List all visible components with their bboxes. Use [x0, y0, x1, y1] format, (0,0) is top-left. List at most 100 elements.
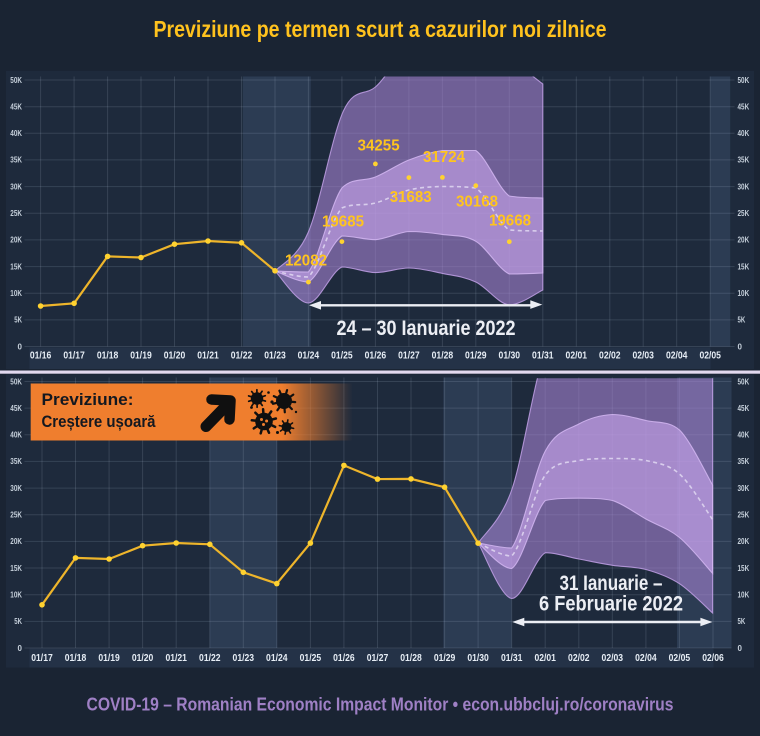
svg-text:45K: 45K	[738, 404, 750, 413]
svg-text:01/30: 01/30	[499, 351, 521, 362]
svg-text:25K: 25K	[738, 511, 750, 520]
svg-text:01/18: 01/18	[97, 351, 119, 362]
svg-text:25K: 25K	[10, 511, 22, 520]
svg-text:01/19: 01/19	[98, 653, 120, 664]
svg-text:01/28: 01/28	[432, 351, 454, 362]
svg-text:02/06: 02/06	[702, 653, 724, 664]
svg-text:01/29: 01/29	[465, 351, 487, 362]
svg-text:01/31: 01/31	[501, 653, 523, 664]
svg-text:10K: 10K	[10, 591, 22, 600]
svg-text:02/04: 02/04	[666, 351, 688, 362]
svg-text:01/31: 01/31	[532, 351, 554, 362]
svg-text:6 Februarie 2022: 6 Februarie 2022	[539, 593, 683, 616]
svg-text:25K: 25K	[738, 209, 750, 218]
svg-text:19668: 19668	[489, 213, 531, 230]
svg-text:02/05: 02/05	[669, 653, 691, 664]
svg-text:01/26: 01/26	[333, 653, 355, 664]
svg-text:5K: 5K	[738, 617, 746, 626]
svg-text:35K: 35K	[738, 457, 750, 466]
svg-text:31 Ianuarie –: 31 Ianuarie –	[560, 572, 663, 595]
svg-text:15K: 15K	[738, 262, 750, 271]
svg-text:30K: 30K	[10, 182, 22, 191]
svg-text:5K: 5K	[738, 316, 746, 325]
svg-text:01/28: 01/28	[400, 653, 422, 664]
svg-text:24 – 30 Ianuarie 2022: 24 – 30 Ianuarie 2022	[337, 317, 516, 340]
svg-text:01/17: 01/17	[63, 351, 85, 362]
svg-text:35K: 35K	[738, 156, 750, 165]
svg-text:35K: 35K	[10, 156, 22, 165]
svg-text:Creștere ușoară: Creștere ușoară	[42, 413, 157, 431]
svg-text:02/05: 02/05	[699, 351, 721, 362]
svg-text:20K: 20K	[10, 236, 22, 245]
svg-text:01/22: 01/22	[199, 653, 221, 664]
svg-text:0: 0	[18, 644, 23, 653]
svg-text:01/20: 01/20	[132, 653, 154, 664]
svg-text:0: 0	[18, 342, 23, 351]
svg-text:50K: 50K	[738, 76, 750, 85]
svg-text:20K: 20K	[738, 236, 750, 245]
svg-text:19685: 19685	[322, 214, 364, 231]
svg-text:40K: 40K	[738, 431, 750, 440]
svg-text:12082: 12082	[285, 253, 327, 270]
svg-text:40K: 40K	[738, 129, 750, 138]
svg-text:02/03: 02/03	[602, 653, 624, 664]
svg-text:45K: 45K	[10, 404, 22, 413]
svg-text:01/22: 01/22	[231, 351, 253, 362]
svg-text:02/01: 02/01	[534, 653, 556, 664]
svg-text:31683: 31683	[390, 189, 432, 206]
svg-text:15K: 15K	[738, 564, 750, 573]
svg-text:01/23: 01/23	[233, 653, 255, 664]
svg-text:02/02: 02/02	[568, 653, 590, 664]
svg-text:5K: 5K	[14, 316, 22, 325]
svg-text:01/24: 01/24	[266, 653, 288, 664]
svg-text:01/18: 01/18	[65, 653, 87, 664]
svg-text:25K: 25K	[10, 209, 22, 218]
svg-text:50K: 50K	[10, 377, 22, 386]
svg-text:10K: 10K	[10, 289, 22, 298]
svg-text:20K: 20K	[738, 537, 750, 546]
svg-text:50K: 50K	[738, 377, 750, 386]
svg-text:31724: 31724	[423, 149, 465, 166]
svg-text:50K: 50K	[10, 76, 22, 85]
svg-text:01/16: 01/16	[30, 351, 52, 362]
svg-text:34255: 34255	[358, 138, 400, 155]
svg-text:01/30: 01/30	[467, 653, 489, 664]
svg-text:40K: 40K	[10, 431, 22, 440]
svg-text:45K: 45K	[10, 103, 22, 112]
svg-text:35K: 35K	[10, 457, 22, 466]
svg-text:20K: 20K	[10, 537, 22, 546]
svg-text:01/25: 01/25	[331, 351, 353, 362]
svg-text:01/21: 01/21	[197, 351, 219, 362]
svg-text:15K: 15K	[10, 564, 22, 573]
svg-text:01/23: 01/23	[264, 351, 286, 362]
svg-text:45K: 45K	[738, 103, 750, 112]
svg-text:COVID-19 – Romanian Economic I: COVID-19 – Romanian Economic Impact Moni…	[87, 695, 674, 715]
svg-text:01/17: 01/17	[31, 653, 53, 664]
svg-text:01/26: 01/26	[365, 351, 387, 362]
svg-text:30K: 30K	[738, 484, 750, 493]
svg-text:30K: 30K	[10, 484, 22, 493]
svg-text:01/29: 01/29	[434, 653, 456, 664]
svg-text:10K: 10K	[738, 591, 750, 600]
svg-text:01/25: 01/25	[300, 653, 322, 664]
svg-text:01/21: 01/21	[165, 653, 187, 664]
svg-text:30168: 30168	[456, 194, 498, 211]
svg-text:Previziune:: Previziune:	[42, 391, 134, 409]
svg-text:5K: 5K	[14, 617, 22, 626]
svg-text:15K: 15K	[10, 262, 22, 271]
svg-text:30K: 30K	[738, 182, 750, 191]
svg-text:0: 0	[738, 342, 743, 351]
svg-text:01/19: 01/19	[130, 351, 152, 362]
svg-text:01/27: 01/27	[367, 653, 389, 664]
svg-text:02/03: 02/03	[632, 351, 654, 362]
svg-text:02/01: 02/01	[566, 351, 588, 362]
svg-text:02/02: 02/02	[599, 351, 621, 362]
svg-text:Previziune pe termen scurt a c: Previziune pe termen scurt a cazurilor n…	[154, 16, 607, 42]
svg-text:01/20: 01/20	[164, 351, 186, 362]
svg-text:01/27: 01/27	[398, 351, 420, 362]
svg-text:10K: 10K	[738, 289, 750, 298]
svg-text:01/24: 01/24	[298, 351, 320, 362]
svg-text:0: 0	[738, 644, 743, 653]
svg-text:40K: 40K	[10, 129, 22, 138]
svg-text:02/04: 02/04	[635, 653, 657, 664]
